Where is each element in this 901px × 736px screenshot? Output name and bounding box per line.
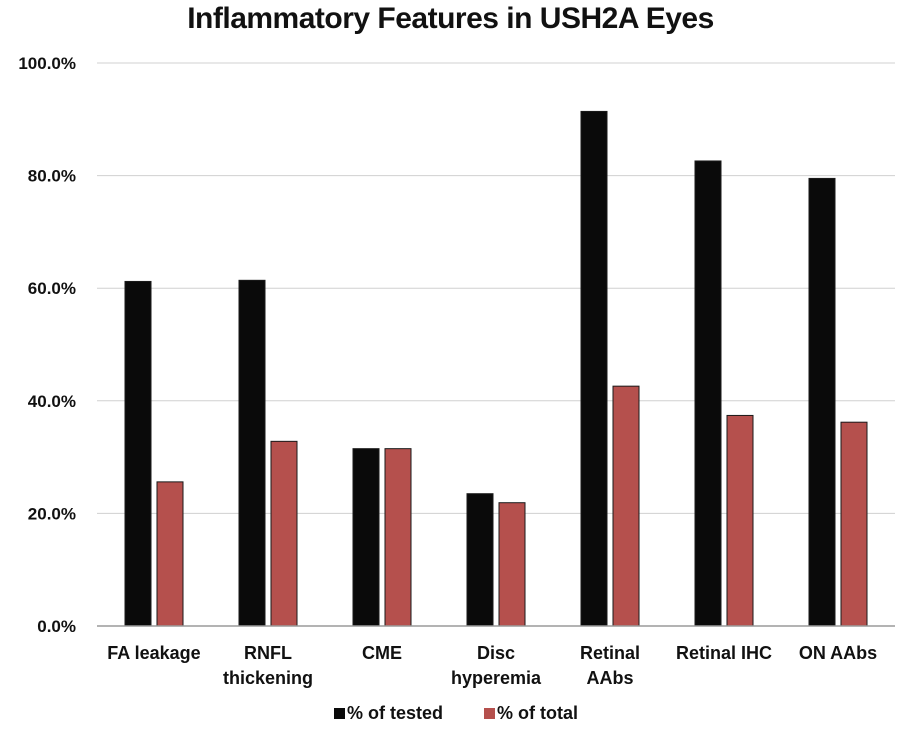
bar-total <box>612 385 640 627</box>
bar-tested <box>580 110 608 627</box>
y-tick-label: 0.0% <box>37 617 76 636</box>
bar-tested <box>466 493 494 627</box>
x-tick-label: Disc <box>477 643 515 663</box>
bar-tested <box>808 177 836 627</box>
bar-total <box>270 440 298 627</box>
x-tick-label: ON AAbs <box>799 643 877 663</box>
x-tick-label: RNFL <box>244 643 292 663</box>
bars <box>124 110 868 627</box>
y-tick-label: 60.0% <box>28 279 76 298</box>
y-tick-label: 20.0% <box>28 504 76 523</box>
bar-tested <box>352 448 380 627</box>
gridlines <box>97 62 895 514</box>
legend-swatch <box>484 708 495 719</box>
x-tick-label: Retinal <box>580 643 640 663</box>
legend-label: % of tested <box>347 703 443 723</box>
x-tick-label: CME <box>362 643 402 663</box>
y-tick-label: 100.0% <box>18 54 76 73</box>
x-tick-label: thickening <box>223 668 313 688</box>
legend-swatch <box>334 708 345 719</box>
bar-tested <box>238 279 266 627</box>
y-tick-label: 80.0% <box>28 167 76 186</box>
bar-total <box>498 502 526 627</box>
legend: % of tested % of total <box>334 703 578 723</box>
bar-tested <box>694 160 722 627</box>
bar-total <box>384 448 412 627</box>
legend-label: % of total <box>497 703 578 723</box>
bar-tested <box>124 280 152 627</box>
bar-total <box>156 481 184 627</box>
labels: 0.0% 20.0% 40.0% 60.0% 80.0% 100.0% FA leakage… <box>18 54 877 688</box>
bar-total <box>840 421 868 627</box>
x-tick-label: Retinal IHC <box>676 643 772 663</box>
x-tick-label: hyperemia <box>451 668 542 688</box>
bar-total <box>726 414 754 627</box>
x-tick-label: AAbs <box>586 668 633 688</box>
y-tick-label: 40.0% <box>28 392 76 411</box>
x-tick-label: FA leakage <box>107 643 200 663</box>
chart-title: Inflammatory Features in USH2A Eyes <box>187 2 714 35</box>
